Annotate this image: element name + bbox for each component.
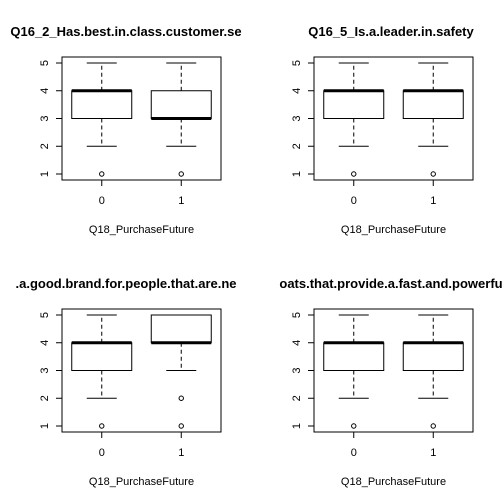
y-tick-label: 5 [39,60,51,66]
y-tick-label: 3 [291,367,303,373]
x-tick-label: 0 [99,447,105,459]
x-tick-label: 0 [351,195,357,207]
y-tick-label: 5 [291,60,303,66]
y-tick-label: 4 [291,340,303,346]
y-tick-label: 1 [291,171,303,177]
y-tick-label: 2 [291,143,303,149]
y-tick-label: 2 [39,395,51,401]
x-axis-label: Q18_PurchaseFuture [341,224,446,236]
x-tick-label: 1 [178,447,184,459]
boxplot-panel: .a.good.brand.for.people.that.are.ne 1 2 3 4… [15,276,236,488]
x-tick-label: 1 [430,447,436,459]
y-tick-label: 3 [39,115,51,121]
panel-title: .a.good.brand.for.people.that.are.ne [15,276,236,291]
y-tick-label: 1 [291,423,303,429]
y-tick-label: 2 [39,143,51,149]
boxplot-panel: Q16_5_Is.a.leader.in.safety 1 2 3 4 5 0 1 Q18_Pu… [291,24,475,236]
box-1 [150,62,212,177]
panel-title: Q16_5_Is.a.leader.in.safety [308,24,474,39]
outlier-point [99,171,105,177]
box-0 [71,314,133,429]
y-tick-label: 4 [39,340,51,346]
y-tick-label: 1 [39,423,51,429]
iqr-box [323,90,385,119]
iqr-box [71,342,133,371]
outlier-point [430,171,436,177]
y-tick-label: 4 [291,88,303,94]
outlier-point [178,423,184,429]
outlier-point [430,423,436,429]
box-1 [402,62,464,177]
box-0 [323,62,385,177]
x-tick-label: 1 [178,195,184,207]
box-0 [323,314,385,429]
x-tick-label: 0 [99,195,105,207]
y-tick-label: 3 [291,115,303,121]
outlier-point [351,171,357,177]
y-tick-label: 5 [39,312,51,318]
x-tick-label: 1 [430,195,436,207]
outlier-point [99,423,105,429]
box-1 [402,314,464,429]
outlier-point [178,395,184,401]
panel-title: oats.that.provide.a.fast.and.powerfu [279,276,502,291]
x-axis-label: Q18_PurchaseFuture [89,224,194,236]
box-0 [71,62,133,177]
y-tick-label: 1 [39,171,51,177]
iqr-box [402,342,464,371]
iqr-box [323,342,385,371]
iqr-box [150,314,212,344]
boxplot-panel: Q16_2_Has.best.in.class.customer.se 1 2 3 4 5… [10,24,241,236]
iqr-box [71,90,133,119]
panel-title: Q16_2_Has.best.in.class.customer.se [10,24,241,39]
y-tick-label: 3 [39,367,51,373]
box-1 [150,314,212,429]
x-axis-label: Q18_PurchaseFuture [341,476,446,488]
y-tick-label: 4 [39,88,51,94]
outlier-point [351,423,357,429]
y-tick-label: 2 [291,395,303,401]
x-axis-label: Q18_PurchaseFuture [89,476,194,488]
boxplot-panel: oats.that.provide.a.fast.and.powerfu 1 2 3 4… [279,276,502,488]
x-tick-label: 0 [351,447,357,459]
y-tick-label: 5 [291,312,303,318]
iqr-box [150,90,212,119]
iqr-box [402,90,464,119]
outlier-point [178,171,184,177]
